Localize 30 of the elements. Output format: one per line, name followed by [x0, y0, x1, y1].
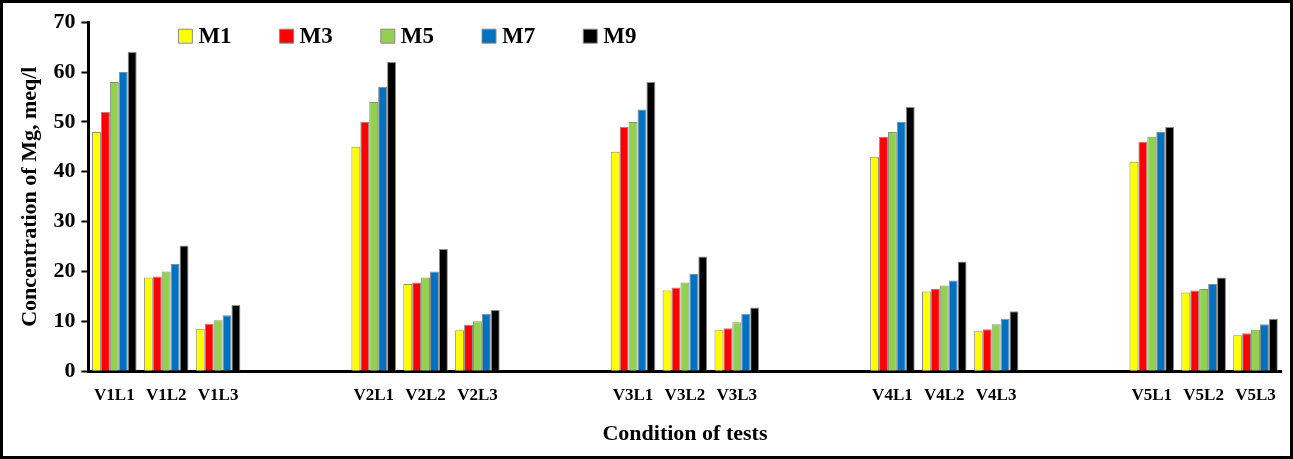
x-tick-label: V5L3: [1235, 384, 1276, 404]
x-tick-label: V4L1: [872, 384, 913, 404]
y-axis-title: Concentration of Mg, meq/l: [15, 66, 41, 327]
legend-label: M7: [502, 23, 536, 49]
x-axis-title: Condition of tests: [602, 420, 768, 446]
legend-label: M9: [603, 23, 637, 49]
x-tick-label: V1L3: [197, 384, 239, 404]
x-tick-label: V1L2: [145, 384, 187, 404]
legend-label: M1: [198, 23, 232, 49]
x-tick-label: V3L2: [664, 384, 706, 404]
x-tick-label: V3L3: [716, 384, 758, 404]
x-tick-label: V2L1: [353, 384, 395, 404]
x-tick-label: V2L3: [457, 384, 498, 404]
y-tick-label: 50: [53, 107, 76, 133]
x-tick-label: V5L1: [1131, 384, 1173, 404]
x-tick-label: V4L2: [923, 384, 965, 404]
legend-label: M3: [299, 23, 333, 49]
y-tick-label: 10: [53, 307, 76, 333]
x-tick-label: V1L1: [94, 384, 135, 404]
y-tick-label: 30: [53, 207, 76, 233]
y-tick-label: 40: [53, 157, 76, 183]
x-tick-label: V2L2: [405, 384, 446, 404]
y-tick-label: 70: [53, 7, 76, 33]
x-tick-label: V5L2: [1183, 384, 1224, 404]
x-tick-label: V3L1: [612, 384, 654, 404]
y-tick-label: 0: [64, 356, 76, 382]
y-tick-label: 20: [53, 257, 76, 283]
y-tick-label: 60: [53, 57, 76, 83]
legend-label: M5: [400, 23, 435, 49]
x-tick-label: V4L3: [975, 384, 1017, 404]
